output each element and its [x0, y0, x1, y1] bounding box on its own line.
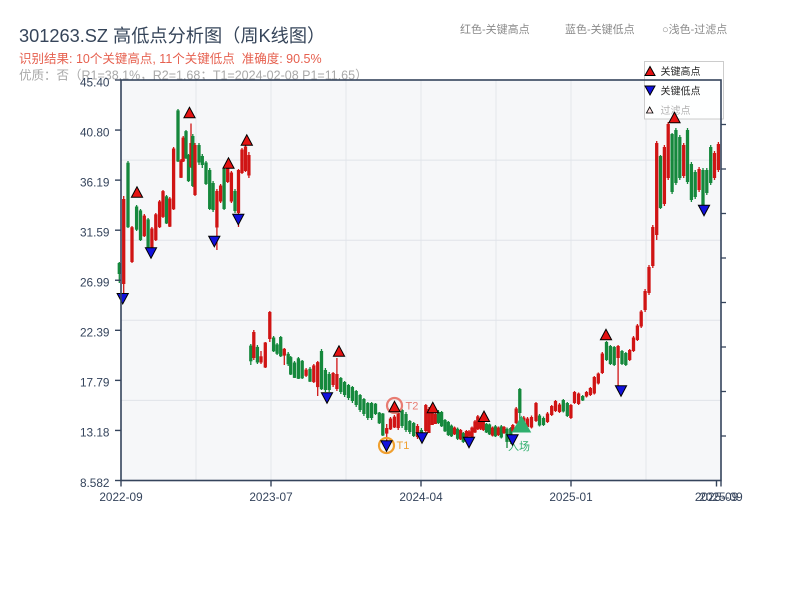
- svg-text:36.19: 36.19: [80, 175, 110, 189]
- svg-text:关键低点: 关键低点: [661, 85, 701, 98]
- svg-text:22.39: 22.39: [80, 326, 110, 340]
- svg-text:301263.SZ 高低点分析图（周K线图）: 301263.SZ 高低点分析图（周K线图）: [19, 26, 325, 46]
- svg-text:45.40: 45.40: [80, 75, 110, 89]
- svg-text:13.18: 13.18: [80, 426, 110, 440]
- svg-text:T1: T1: [397, 440, 410, 452]
- svg-text:2023-07: 2023-07: [249, 490, 292, 504]
- svg-text:2025-09: 2025-09: [695, 490, 738, 504]
- svg-text:T2: T2: [406, 401, 419, 413]
- svg-text:2025-09: 2025-09: [699, 490, 742, 504]
- svg-text:40.80: 40.80: [80, 125, 110, 139]
- svg-text:26.99: 26.99: [80, 276, 110, 290]
- svg-text:识别结果: 10个关键高点, 11个关键低点 准确度: 9: 识别结果: 10个关键高点, 11个关键低点 准确度: 90.5%: [19, 51, 322, 66]
- svg-text:17.79: 17.79: [80, 376, 110, 390]
- svg-text:31.59: 31.59: [80, 225, 110, 239]
- svg-text:2022-09: 2022-09: [99, 490, 142, 504]
- svg-text:过滤点: 过滤点: [661, 104, 691, 117]
- svg-text:2024-04: 2024-04: [399, 490, 443, 504]
- svg-text:优质：否（R1=38.1%，R2=1.68；T1=2024-: 优质：否（R1=38.1%，R2=1.68；T1=2024-02-08 P1=1…: [19, 69, 368, 83]
- svg-text:关键高点: 关键高点: [661, 65, 701, 78]
- svg-text:8.582: 8.582: [80, 476, 110, 490]
- svg-text:2025-01: 2025-01: [549, 490, 592, 504]
